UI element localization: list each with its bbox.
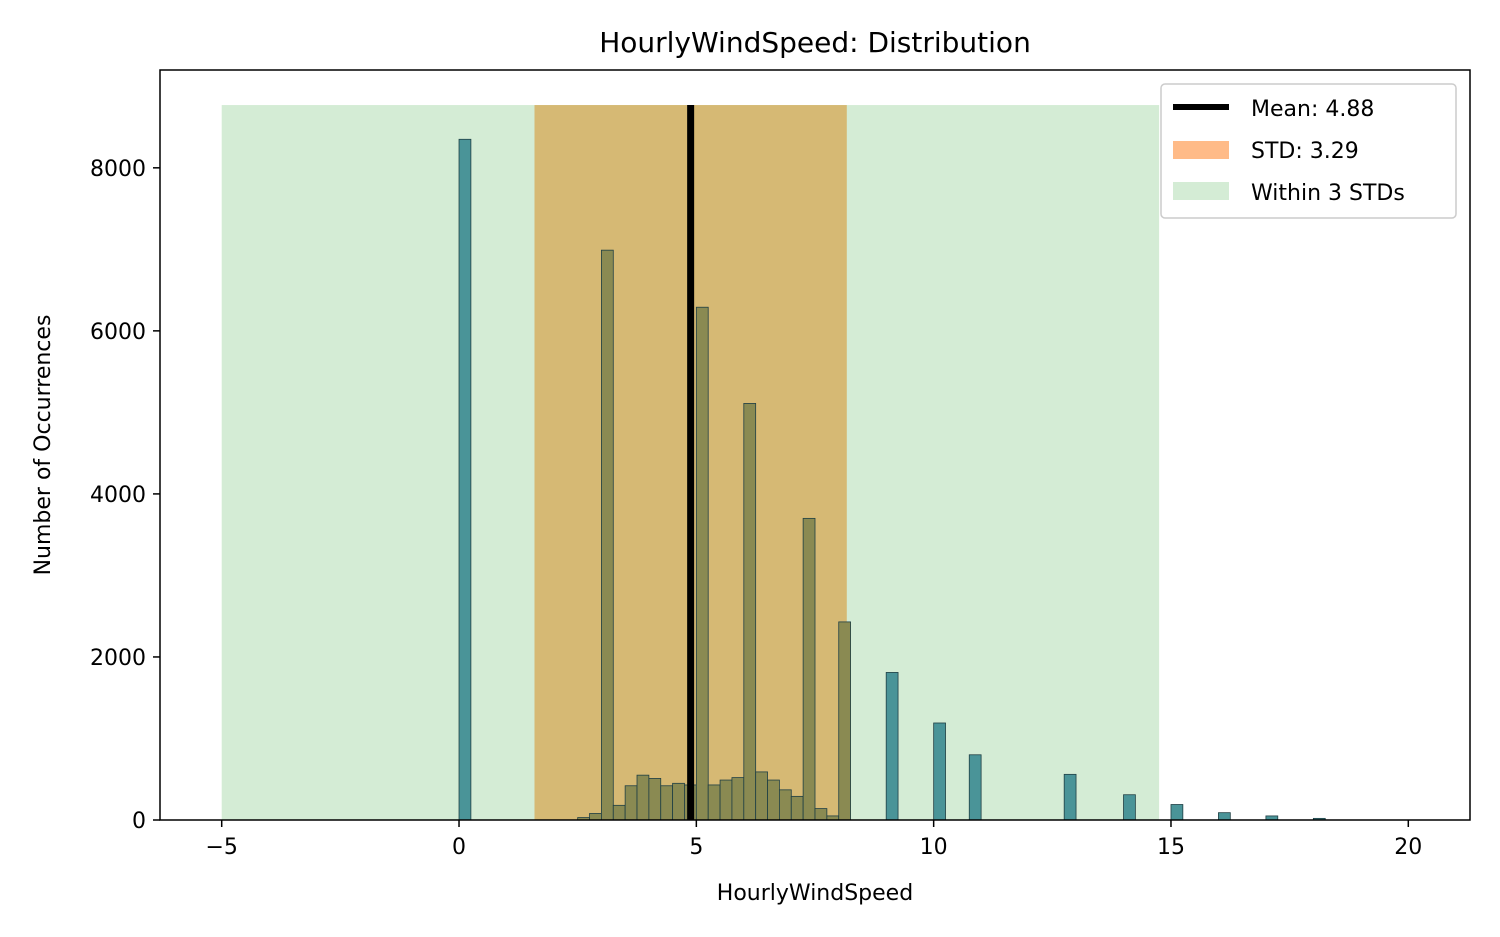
chart-title: HourlyWindSpeed: Distribution xyxy=(599,26,1031,59)
histogram-bar xyxy=(458,138,472,821)
histogram-bar xyxy=(648,778,662,821)
histogram-bar xyxy=(1063,773,1077,821)
legend-std-swatch xyxy=(1173,141,1229,159)
x-tick-label: 5 xyxy=(689,835,703,860)
legend-3std-label: Within 3 STDs xyxy=(1251,181,1405,206)
histogram-bar xyxy=(612,804,626,821)
histogram-bar xyxy=(1170,804,1184,821)
histogram-bar xyxy=(624,785,638,821)
histogram-bar xyxy=(790,795,804,821)
histogram-bar xyxy=(719,779,733,821)
x-tick-label: 20 xyxy=(1394,835,1422,860)
histogram-bar xyxy=(838,621,851,821)
histogram-bar xyxy=(672,782,685,821)
y-axis-ticks: 0 2000 4000 6000 8000 xyxy=(90,157,160,834)
histogram-bar xyxy=(779,789,792,821)
histogram-bar xyxy=(1218,812,1231,821)
histogram-bar xyxy=(968,754,982,821)
y-tick-label: 4000 xyxy=(90,483,146,508)
legend-mean-label: Mean: 4.88 xyxy=(1251,97,1374,122)
histogram-bar xyxy=(731,777,745,821)
histogram-bar xyxy=(1123,794,1136,821)
x-tick-label: 10 xyxy=(920,835,948,860)
x-tick-label: −5 xyxy=(205,835,237,860)
y-tick-label: 0 xyxy=(132,809,146,834)
histogram-bar xyxy=(695,306,709,821)
x-tick-label: 0 xyxy=(452,835,466,860)
histogram-bar xyxy=(802,517,816,821)
histogram-bar xyxy=(743,403,757,821)
y-tick-label: 6000 xyxy=(90,320,146,345)
legend: Mean: 4.88 STD: 3.29 Within 3 STDs xyxy=(1160,83,1457,219)
histogram-bar xyxy=(636,774,650,821)
legend-3std-swatch xyxy=(1173,182,1229,200)
y-tick-label: 2000 xyxy=(90,646,146,671)
histogram-bar xyxy=(814,808,828,821)
legend-frame xyxy=(1160,83,1457,219)
histogram-bar xyxy=(933,722,946,821)
plot-frame xyxy=(159,69,1471,821)
histogram-bar xyxy=(601,249,614,821)
histogram-bar xyxy=(660,785,674,821)
y-axis-title: Number of Occurrences xyxy=(31,315,56,576)
histogram-bar xyxy=(707,784,721,821)
x-tick-label: 15 xyxy=(1157,835,1185,860)
histogram-bar xyxy=(589,813,602,821)
legend-std-label: STD: 3.29 xyxy=(1251,139,1359,164)
histogram-bar xyxy=(885,672,899,821)
histogram-bar xyxy=(755,771,768,821)
x-axis-title: HourlyWindSpeed xyxy=(717,881,913,906)
x-axis-ticks: −5 0 5 10 15 20 xyxy=(205,820,1422,860)
y-tick-label: 8000 xyxy=(90,157,146,182)
histogram-bar xyxy=(767,779,780,821)
